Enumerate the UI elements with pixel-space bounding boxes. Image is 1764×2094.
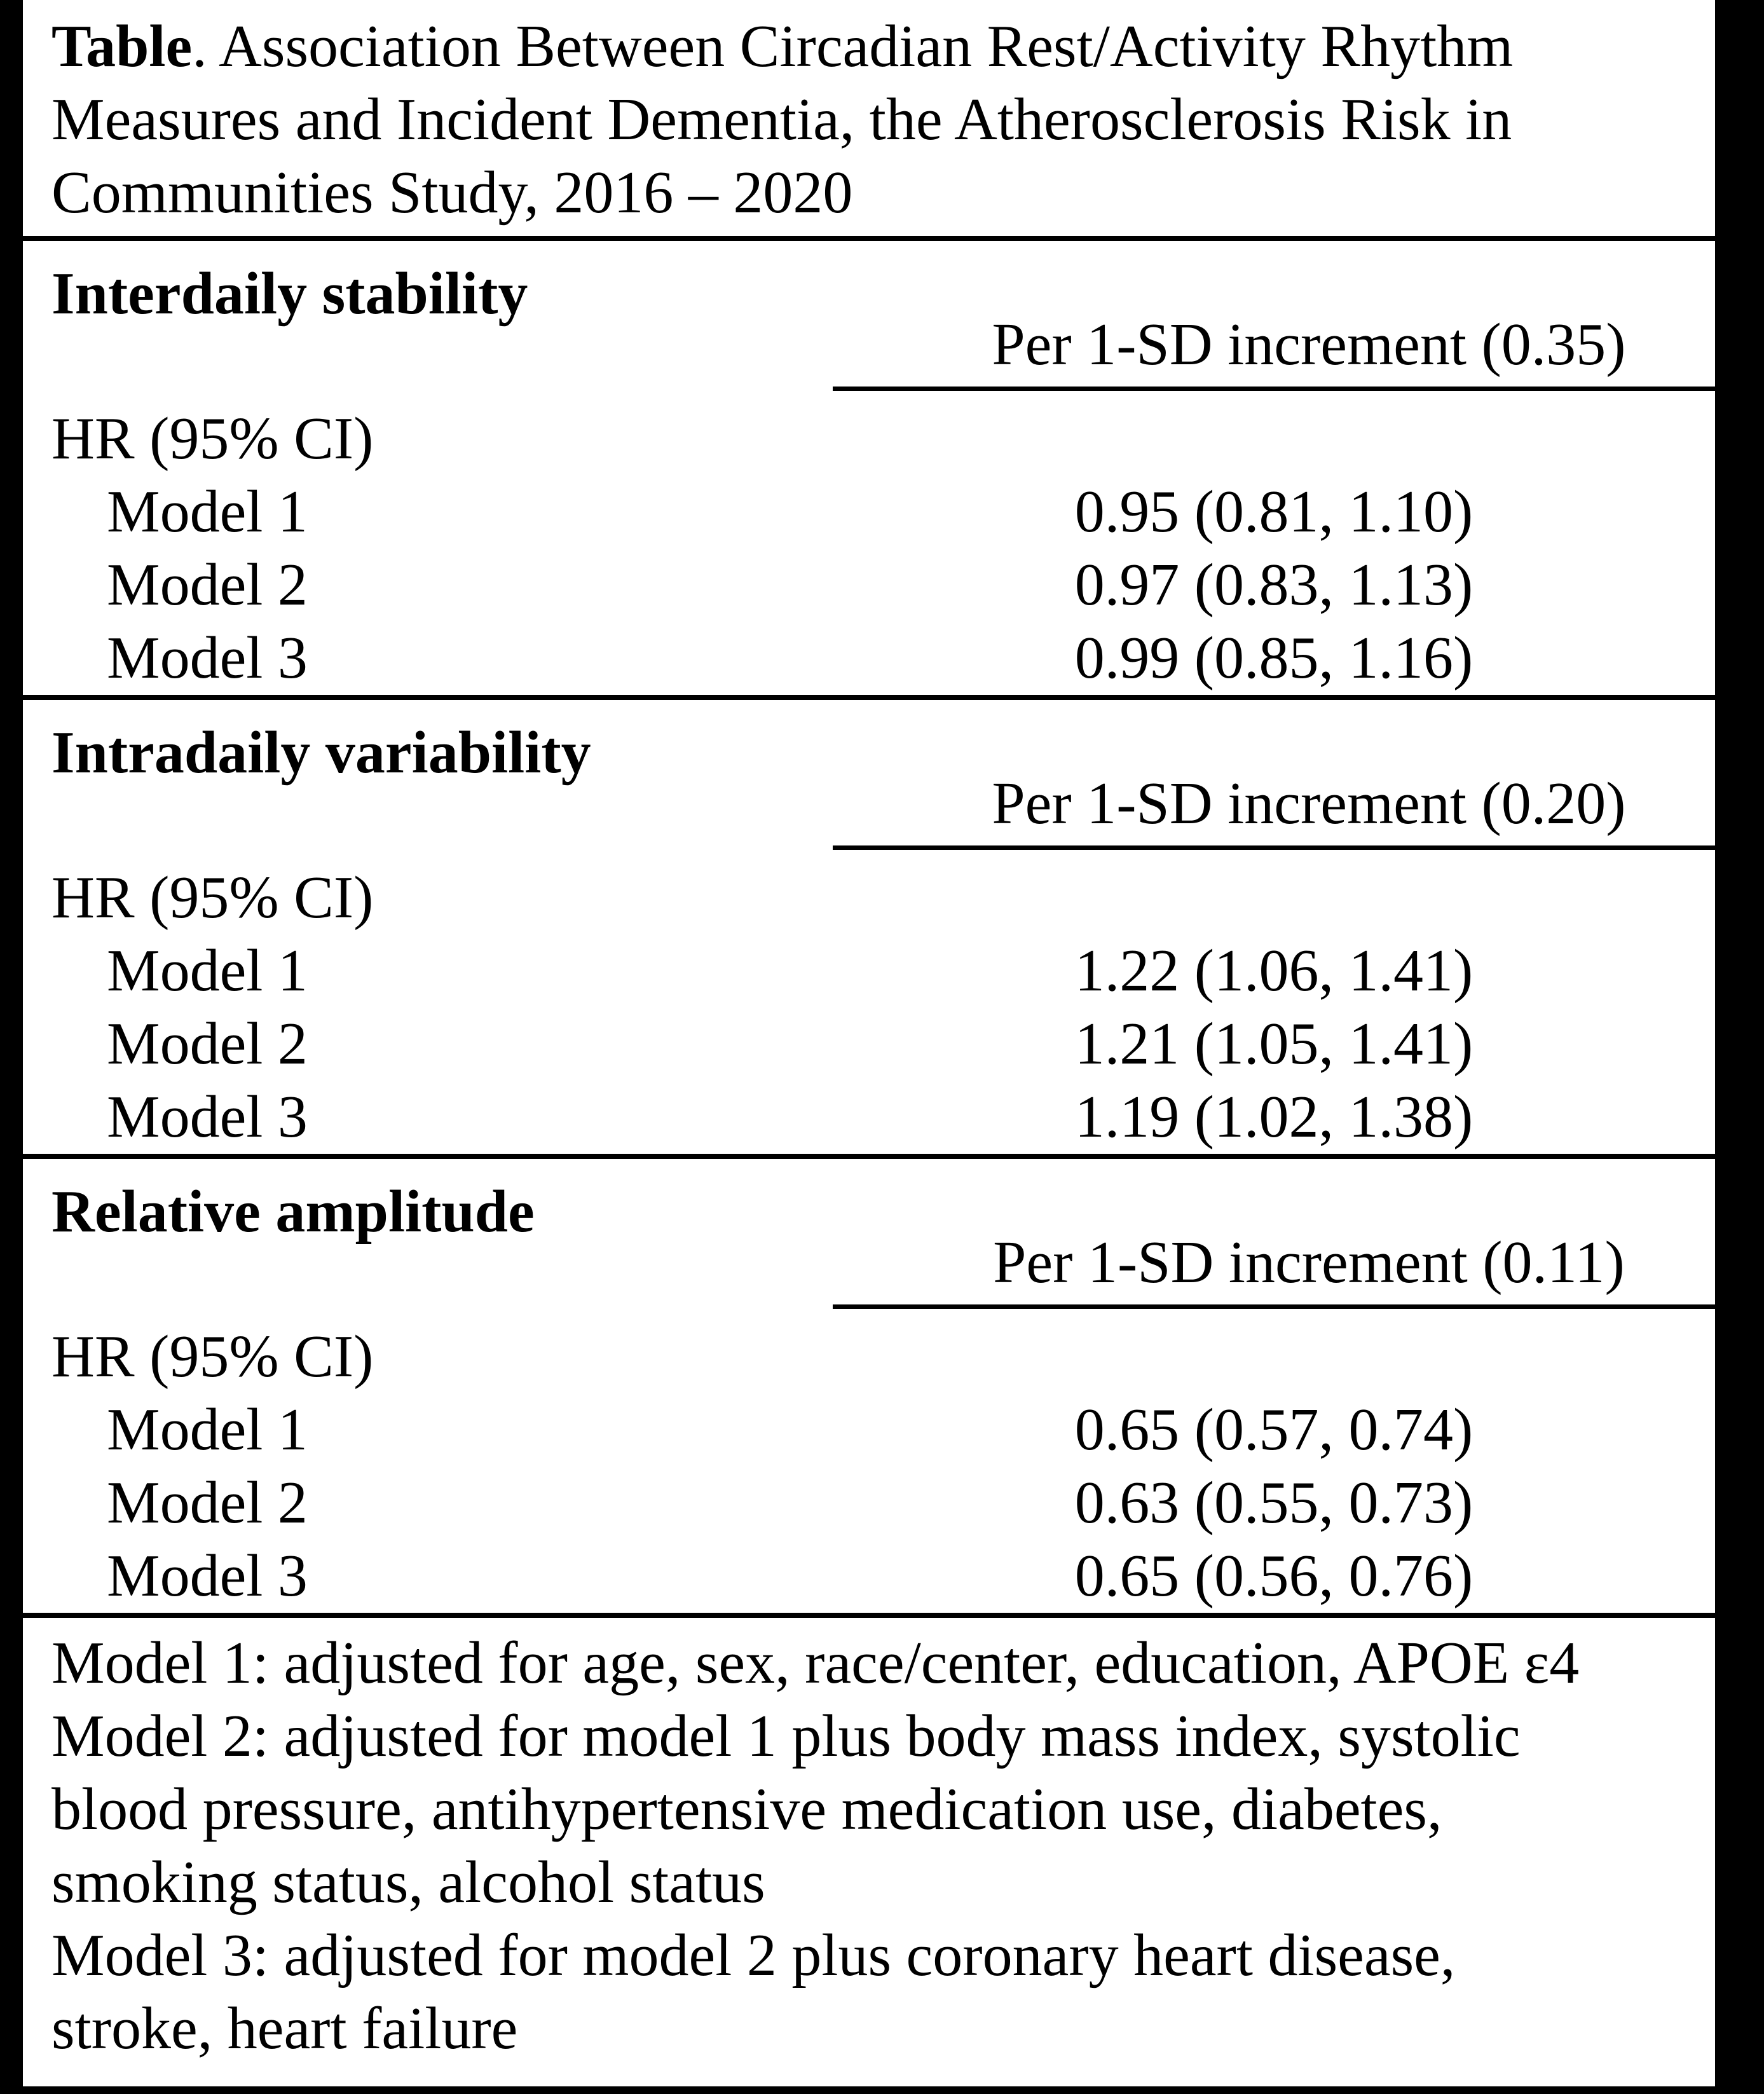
table-row: Model 3 0.65 (0.56, 0.76) [23,1540,1715,1613]
model-label: Model 1 [107,938,308,1004]
table-title-line-3: Communities Study, 2016 – 2020 [51,160,853,226]
hr-ci-label: HR (95% CI) [51,1324,374,1390]
table-title-line-2: Measures and Incident Dementia, the Athe… [51,86,1512,153]
table-title: Table. Association Between Circadian Res… [23,0,1715,241]
section-head-row: Intradaily variability Per 1-SD incremen… [23,716,1715,850]
table-row: Model 3 0.99 (0.85, 1.16) [23,622,1715,695]
model-value: 1.19 (1.02, 1.38) [1074,1084,1473,1150]
footnote-line: smoking status, alcohol status [51,1849,765,1915]
model-label: Model 1 [107,479,308,545]
model-value: 0.97 (0.83, 1.13) [1074,552,1473,618]
section-interdaily-stability: Interdaily stability Per 1-SD increment … [23,257,1715,700]
footnote-line: blood pressure, antihypertensive medicat… [51,1776,1442,1842]
table-row: Model 1 0.95 (0.81, 1.10) [23,476,1715,549]
footnote-line: Model 3: adjusted for model 2 plus coron… [51,1922,1456,1988]
model-label: Model 1 [107,1397,308,1463]
model-value: 0.63 (0.55, 0.73) [1074,1470,1473,1536]
table-row: Model 2 1.21 (1.05, 1.41) [23,1008,1715,1081]
section-header: Relative amplitude [51,1179,535,1245]
table-row: Model 1 0.65 (0.57, 0.74) [23,1393,1715,1467]
table-row: Model 2 0.63 (0.55, 0.73) [23,1467,1715,1540]
section-head-row: Interdaily stability Per 1-SD increment … [23,257,1715,391]
table-row: Model 2 0.97 (0.83, 1.13) [23,549,1715,622]
table-title-line-1-rest: . Association Between Circadian Rest/Act… [192,13,1514,79]
hr-ci-label: HR (95% CI) [51,865,374,931]
section-relative-amplitude: Relative amplitude Per 1-SD increment (0… [23,1175,1715,1618]
hr-ci-label: HR (95% CI) [51,406,374,472]
section-head-row: Relative amplitude Per 1-SD increment (0… [23,1175,1715,1309]
model-value: 0.65 (0.56, 0.76) [1074,1543,1473,1609]
model-label: Model 2 [107,552,308,618]
model-value: 1.22 (1.06, 1.41) [1074,938,1473,1004]
model-label: Model 3 [107,1084,308,1150]
model-value: 0.95 (0.81, 1.10) [1074,479,1473,545]
model-value: 0.99 (0.85, 1.16) [1074,625,1473,691]
section-header: Intradaily variability [51,720,591,786]
model-value: 1.21 (1.05, 1.41) [1074,1011,1473,1077]
column-header-per-sd: Per 1-SD increment (0.20) [833,767,1715,850]
table-row: Model 3 1.19 (1.02, 1.38) [23,1081,1715,1154]
table-title-bold-word: Table [51,13,193,79]
column-header-per-sd: Per 1-SD increment (0.35) [833,308,1715,391]
section-header: Interdaily stability [51,261,528,327]
footnote-line: stroke, heart failure [51,1995,518,2062]
model-label: Model 3 [107,1543,308,1609]
footnote-line: Model 1: adjusted for age, sex, race/cen… [51,1630,1580,1696]
model-label: Model 2 [107,1011,308,1077]
model-label: Model 3 [107,625,308,691]
footnote-line: Model 2: adjusted for model 1 plus body … [51,1703,1521,1769]
model-label: Model 2 [107,1470,308,1536]
model-value: 0.65 (0.57, 0.74) [1074,1397,1473,1463]
table-row: Model 1 1.22 (1.06, 1.41) [23,934,1715,1008]
table-footnotes: Model 1: adjusted for age, sex, race/cen… [23,1618,1715,2065]
section-intradaily-variability: Intradaily variability Per 1-SD incremen… [23,716,1715,1159]
column-header-per-sd: Per 1-SD increment (0.11) [833,1226,1715,1309]
table-title-line-1: Table. Association Between Circadian Res… [51,10,1696,83]
